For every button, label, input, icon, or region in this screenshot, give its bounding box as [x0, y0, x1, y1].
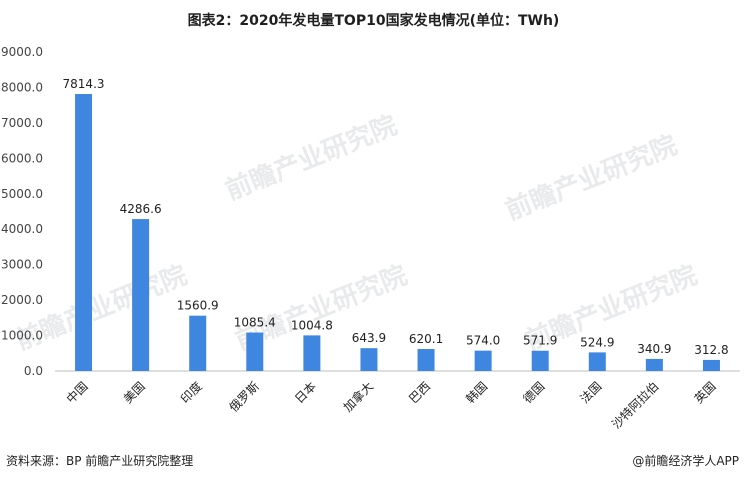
x-tick-label: 巴西 — [406, 379, 433, 406]
data-label: 574.0 — [466, 334, 500, 348]
x-tick-label: 加拿大 — [340, 379, 376, 415]
bar — [303, 335, 321, 371]
credit-note: @前瞻经济学人APP — [632, 454, 739, 468]
bar — [474, 350, 492, 371]
bar — [645, 358, 663, 371]
bar — [189, 315, 207, 371]
data-label: 571.9 — [523, 334, 557, 348]
x-tick-label: 韩国 — [463, 379, 491, 407]
data-label: 620.1 — [409, 332, 443, 346]
source-note: 资料来源：BP 前瞻产业研究院整理 — [6, 454, 194, 468]
y-tick-label: 6000.0 — [1, 151, 43, 165]
x-tick-label: 俄罗斯 — [227, 379, 262, 414]
y-tick-label: 4000.0 — [1, 222, 43, 236]
y-tick-label: 1000.0 — [1, 329, 43, 343]
x-tick-label: 日本 — [292, 379, 319, 406]
bar — [417, 349, 435, 371]
data-label: 1004.8 — [291, 318, 333, 332]
watermark-1: 前瞻产业研究院 — [221, 110, 401, 207]
y-tick-label: 3000.0 — [1, 258, 43, 272]
data-label: 7814.3 — [63, 77, 105, 91]
data-labels: 7814.3 4286.6 1560.9 1085.4 1004.8 643.9 620.1… — [63, 77, 729, 357]
x-tick-label: 德国 — [520, 379, 548, 407]
data-label: 340.9 — [637, 342, 671, 356]
y-tick-label: 8000.0 — [1, 80, 43, 94]
x-tick-label: 印度 — [177, 379, 205, 407]
x-tick-label: 法国 — [578, 379, 605, 406]
bar — [75, 94, 93, 371]
data-label: 4286.6 — [120, 202, 162, 216]
bar — [531, 350, 549, 371]
data-label: 524.9 — [580, 335, 614, 349]
data-label: 312.8 — [694, 343, 728, 357]
y-tick-label: 2000.0 — [1, 293, 43, 307]
data-label: 1085.4 — [234, 316, 276, 330]
bars — [75, 94, 720, 371]
x-tick-label: 中国 — [63, 379, 91, 407]
bar — [588, 352, 606, 371]
x-tick-label: 美国 — [121, 379, 148, 406]
bar — [132, 219, 150, 371]
x-tick-label: 英国 — [692, 379, 719, 406]
y-tick-label: 0.0 — [24, 364, 43, 378]
bar — [246, 332, 264, 371]
watermark-2: 前瞻产业研究院 — [501, 130, 681, 227]
y-axis-ticks: 0.0 1000.0 2000.0 3000.0 4000.0 5000.0 6000.0 7… — [1, 45, 43, 378]
y-tick-label: 7000.0 — [1, 116, 43, 130]
x-axis-labels: 中国 美国 印度 俄罗斯 日本 加拿大 巴西 韩国 德国 法国 沙特阿拉伯 英国 — [63, 379, 719, 432]
chart-title: 图表2：2020年发电量TOP10国家发电情况(单位：TWh) — [187, 13, 560, 29]
bar — [360, 348, 378, 371]
x-tick-label: 沙特阿拉伯 — [608, 379, 661, 432]
y-tick-label: 9000.0 — [1, 45, 43, 59]
watermarks: 前瞻产业研究院 前瞻产业研究院 前瞻产业研究院 前瞻产业研究院 前瞻产业研究院 — [11, 110, 701, 357]
data-label: 643.9 — [352, 331, 386, 345]
y-tick-label: 5000.0 — [1, 187, 43, 201]
bar — [702, 359, 720, 371]
data-label: 1560.9 — [177, 299, 219, 313]
